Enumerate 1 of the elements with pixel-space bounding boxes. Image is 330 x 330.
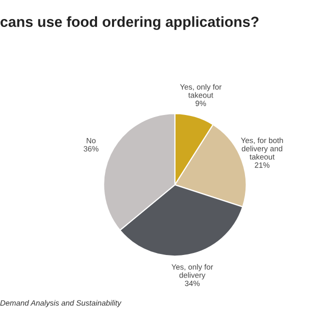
- chart-title: cans use food ordering applications?: [0, 16, 258, 30]
